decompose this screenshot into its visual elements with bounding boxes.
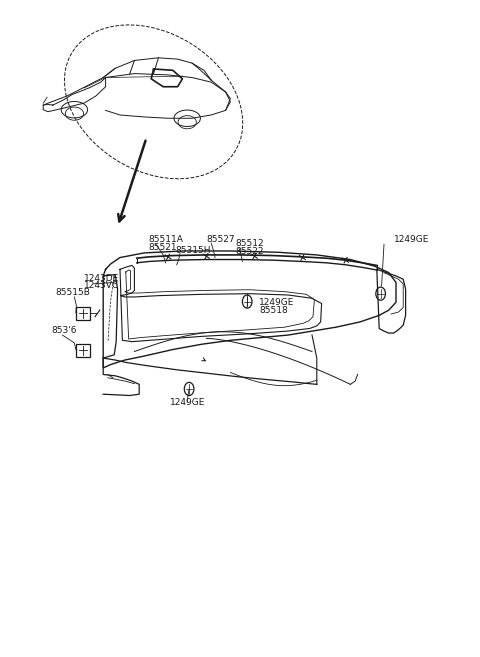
Text: 85511A: 85511A bbox=[149, 235, 184, 244]
Text: 85522: 85522 bbox=[235, 247, 264, 256]
Text: 1249GE: 1249GE bbox=[169, 398, 205, 407]
Text: 1243DE: 1243DE bbox=[84, 273, 119, 283]
Text: 1243VC: 1243VC bbox=[84, 281, 119, 290]
Text: 85527: 85527 bbox=[206, 235, 235, 244]
Text: 85518: 85518 bbox=[259, 306, 288, 315]
Text: 853'6: 853'6 bbox=[52, 326, 77, 335]
Text: 1249GE: 1249GE bbox=[394, 235, 429, 244]
Text: 1249GE: 1249GE bbox=[259, 298, 295, 307]
Text: 85315H: 85315H bbox=[175, 246, 211, 255]
Text: 85512: 85512 bbox=[235, 239, 264, 248]
Text: 85515B: 85515B bbox=[55, 288, 90, 297]
Text: 85521: 85521 bbox=[149, 243, 178, 252]
